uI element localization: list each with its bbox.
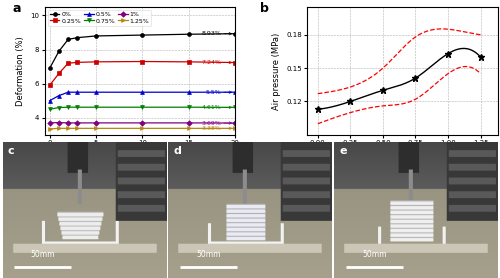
0.5% — [56, 94, 62, 97]
0.5% — [65, 91, 71, 94]
0.5% — [93, 91, 99, 94]
1% — [74, 121, 80, 125]
1.25% — [56, 127, 62, 130]
1% — [232, 121, 238, 125]
Legend: 0%, 0.25%, 0.5%, 0.75%, 1%, 1.25%: 0%, 0.25%, 0.5%, 0.75%, 1%, 1.25% — [48, 10, 151, 26]
Text: 8.93%: 8.93% — [202, 31, 232, 36]
0.5% — [186, 91, 192, 94]
0.25% — [65, 61, 71, 65]
Text: 50mm: 50mm — [362, 250, 386, 259]
1% — [140, 121, 145, 125]
Text: 3.69%: 3.69% — [202, 121, 232, 126]
X-axis label: PVA fiber contents (%): PVA fiber contents (%) — [355, 152, 450, 161]
0% — [46, 67, 52, 70]
0.5% — [46, 99, 52, 102]
0% — [74, 36, 80, 39]
Y-axis label: Air pressure (MPa): Air pressure (MPa) — [272, 32, 280, 110]
0% — [56, 49, 62, 53]
1% — [65, 121, 71, 125]
0% — [65, 38, 71, 41]
Text: 50mm: 50mm — [30, 250, 55, 259]
1.25% — [186, 127, 192, 130]
Text: 4.61%: 4.61% — [202, 105, 232, 110]
Text: c: c — [8, 146, 14, 156]
0.75% — [56, 106, 62, 109]
1% — [56, 121, 62, 124]
0% — [186, 33, 192, 36]
0% — [140, 33, 145, 37]
Line: 0%: 0% — [48, 32, 237, 70]
0.75% — [140, 106, 145, 109]
1.25% — [65, 127, 71, 130]
Line: 0.25%: 0.25% — [48, 59, 237, 87]
1% — [46, 121, 52, 125]
1% — [93, 121, 99, 125]
0.75% — [232, 106, 238, 109]
0.25% — [74, 61, 80, 64]
Text: 3.38%: 3.38% — [202, 126, 232, 131]
1.25% — [46, 127, 52, 131]
Text: 50mm: 50mm — [196, 250, 220, 259]
1.25% — [232, 127, 238, 130]
Text: d: d — [173, 146, 181, 156]
Text: e: e — [339, 146, 346, 156]
0.25% — [93, 60, 99, 63]
0.5% — [232, 91, 238, 94]
0.75% — [65, 106, 71, 109]
0.5% — [74, 91, 80, 94]
X-axis label: Time (min): Time (min) — [118, 152, 163, 161]
Text: 5.5%: 5.5% — [206, 90, 232, 95]
1.25% — [74, 127, 80, 130]
0.25% — [140, 60, 145, 63]
0.25% — [186, 60, 192, 63]
0.25% — [56, 72, 62, 75]
0.75% — [93, 106, 99, 109]
0.25% — [232, 61, 238, 64]
Text: b: b — [260, 2, 268, 15]
0% — [232, 32, 238, 35]
Text: 7.24%: 7.24% — [201, 60, 232, 65]
0% — [93, 34, 99, 38]
0.25% — [46, 84, 52, 87]
0.75% — [46, 108, 52, 111]
Line: 1.25%: 1.25% — [48, 126, 237, 131]
1% — [186, 121, 192, 125]
Line: 0.75%: 0.75% — [48, 105, 237, 111]
Line: 1%: 1% — [48, 121, 237, 125]
Line: 0.5%: 0.5% — [48, 90, 237, 103]
0.75% — [186, 106, 192, 109]
0.75% — [74, 106, 80, 109]
Y-axis label: Deformation (%): Deformation (%) — [16, 36, 25, 106]
Text: a: a — [12, 2, 21, 15]
0.5% — [140, 91, 145, 94]
1.25% — [93, 127, 99, 130]
1.25% — [140, 127, 145, 130]
